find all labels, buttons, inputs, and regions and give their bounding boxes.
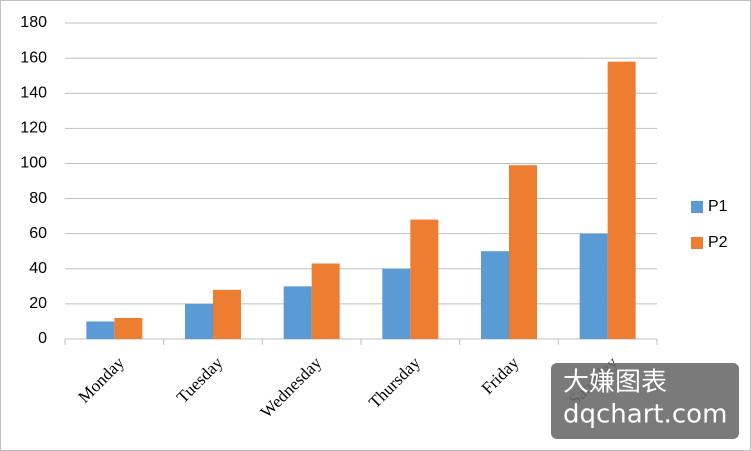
y-tick-label: 100 xyxy=(20,155,47,172)
watermark-box xyxy=(551,363,739,439)
bar xyxy=(283,286,312,339)
bar xyxy=(579,233,608,339)
watermark-site: dqchart.com xyxy=(563,400,727,430)
y-tick-label: 60 xyxy=(29,225,47,242)
y-tick-label: 120 xyxy=(20,120,47,137)
watermark-title: 大嫌图表 xyxy=(563,368,667,398)
bar xyxy=(86,321,115,339)
bar xyxy=(382,268,411,339)
legend-label: P1 xyxy=(708,198,728,215)
y-tick-label: 160 xyxy=(20,49,47,66)
y-tick-label: 40 xyxy=(29,260,47,277)
y-tick-label: 0 xyxy=(38,330,47,347)
bar xyxy=(410,219,439,339)
y-tick-label: 180 xyxy=(20,14,47,31)
bar xyxy=(114,317,143,339)
y-tick-label: 20 xyxy=(29,295,47,312)
bar xyxy=(607,61,636,339)
bar xyxy=(311,263,340,339)
y-tick-label: 140 xyxy=(20,84,47,101)
bar xyxy=(509,165,537,339)
bar xyxy=(481,251,509,339)
bar xyxy=(213,289,241,339)
y-tick-label: 80 xyxy=(29,190,47,207)
legend-swatch xyxy=(691,237,703,249)
legend-swatch xyxy=(691,201,703,213)
legend-label: P2 xyxy=(708,234,728,251)
bar xyxy=(185,303,213,339)
